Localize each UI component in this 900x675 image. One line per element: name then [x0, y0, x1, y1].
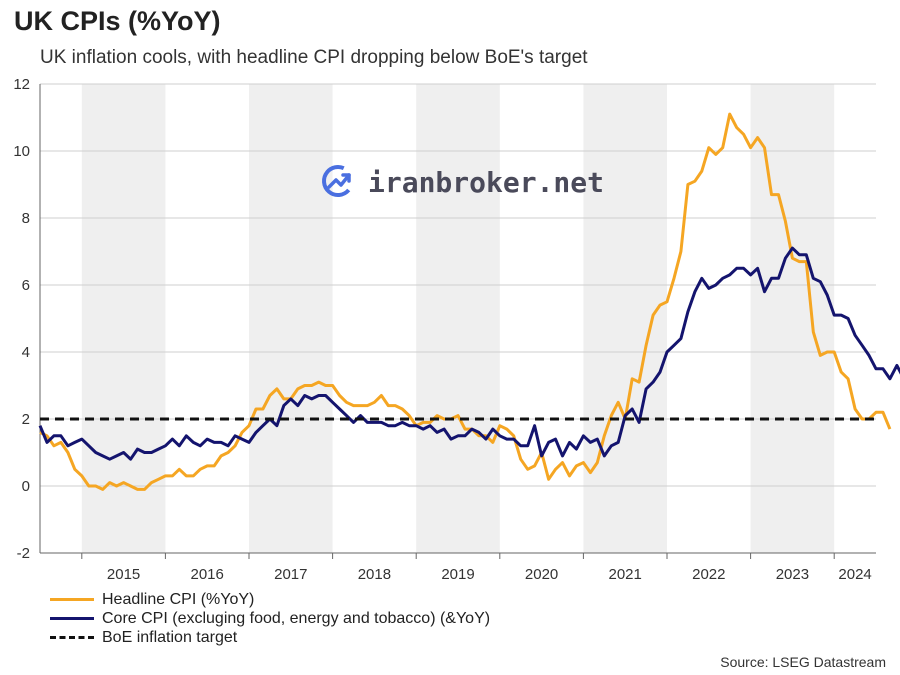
chart-title: UK CPIs (%YoY): [14, 6, 221, 36]
legend-swatch-core: [50, 617, 94, 620]
watermark-text: iranbroker.net: [368, 166, 604, 199]
year-band-2015: [81, 84, 166, 553]
y-tick-label: 10: [13, 143, 30, 160]
series-line-headline-cpi: [39, 112, 892, 491]
x-tick-label: 2022: [692, 566, 725, 583]
legend-label-target: BoE inflation target: [102, 628, 238, 646]
y-tick-label: 0: [22, 478, 30, 495]
legend-swatch-headline: [50, 598, 94, 601]
x-tick-label: 2021: [609, 566, 642, 583]
legend: Headline CPI (%YoY) Core CPI (excluging …: [50, 590, 490, 647]
legend-item-headline: Headline CPI (%YoY): [50, 590, 490, 609]
y-tick-label: 6: [22, 277, 30, 294]
year-band-2019: [416, 84, 500, 553]
year-band-2023: [750, 84, 835, 553]
y-tick-label: 2: [22, 411, 30, 428]
source-note: Source: LSEG Datastream: [720, 654, 886, 670]
watermark-logo: iranbroker.net: [322, 165, 604, 199]
x-tick-label: 2018: [358, 566, 391, 583]
x-tick-label: 2015: [107, 566, 140, 583]
x-tick-label: 2016: [191, 566, 224, 583]
y-tick-label: -2: [17, 545, 30, 562]
x-tick-label: 2017: [274, 566, 307, 583]
x-tick-label: 2019: [441, 566, 474, 583]
legend-label-headline: Headline CPI (%YoY): [102, 590, 255, 608]
x-tick-label: 2024: [838, 566, 871, 583]
year-band-2021: [583, 84, 667, 553]
legend-item-target: BoE inflation target: [50, 628, 490, 647]
year-band-2017: [249, 84, 333, 553]
chart-subtitle: UK inflation cools, with headline CPI dr…: [40, 47, 588, 68]
series-line-core-cpi: [38, 246, 900, 461]
chart-growth-icon: [322, 165, 354, 197]
y-tick-label: 4: [22, 344, 30, 361]
y-tick-label: 8: [22, 210, 30, 227]
legend-item-core: Core CPI (excluging food, energy and tob…: [50, 609, 490, 628]
x-tick-label: 2020: [525, 566, 558, 583]
legend-swatch-target: [50, 636, 94, 639]
x-tick-label: 2023: [776, 566, 809, 583]
legend-label-core: Core CPI (excluging food, energy and tob…: [102, 609, 491, 627]
y-tick-label: 12: [13, 76, 30, 93]
